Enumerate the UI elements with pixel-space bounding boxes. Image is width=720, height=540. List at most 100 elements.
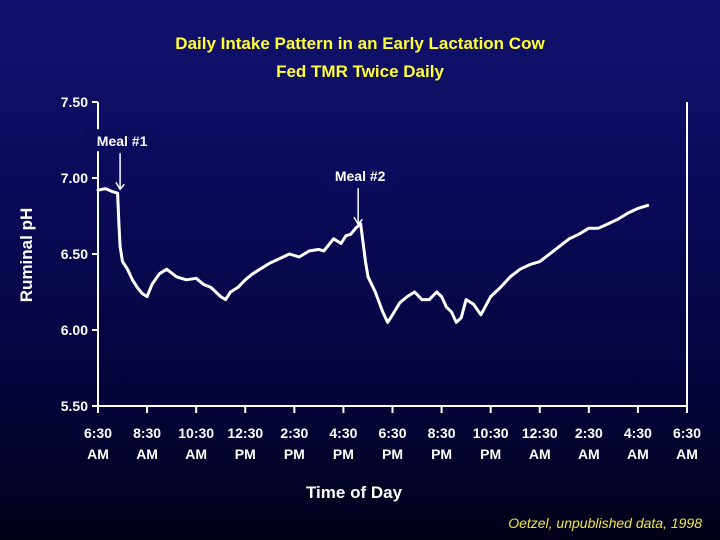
x-tick-label-ampm: PM [431,446,452,462]
data-point [489,295,492,298]
data-point [577,233,581,236]
data-point [96,188,100,192]
data-point [366,275,370,278]
data-point [118,245,122,248]
data-point [406,295,409,298]
data-point [398,301,402,304]
data-point [317,248,321,251]
data-point [229,290,232,294]
data-point [185,278,188,282]
data-point [354,226,357,230]
y-tick-label: 6.00 [61,322,88,338]
axes: 5.50 6.00 6.50 7.00 7.50 6:30 AM 8:30 AM 10:30 AM 1… [61,94,701,462]
data-point [445,306,448,309]
y-tick-label: 6.50 [61,246,88,262]
x-tick-label-time: 2:30 [280,425,308,441]
data-point [104,187,107,190]
data-point [386,321,389,324]
data-point [116,192,119,195]
data-point [349,233,352,236]
data-point [268,261,271,265]
data-point [460,316,463,320]
data-point [636,207,640,210]
data-point [499,286,502,289]
data-point [258,268,262,271]
annotations: Meal #1 Meal #2 [84,129,398,226]
data-point [136,286,139,289]
data-point [214,290,217,294]
annotation-label: Meal #2 [335,168,386,184]
data-point [558,245,561,248]
data-point [374,290,377,294]
x-axis-label: Time of Day [306,483,403,502]
data-point [194,277,198,280]
data-point [126,268,129,271]
x-tick-label-ampm: AM [136,446,158,462]
data-point [518,268,522,271]
data-point [391,313,394,316]
data-point [626,211,630,215]
data-point [440,295,443,298]
x-tick-label-ampm: PM [235,446,256,462]
x-tick-label-ampm: PM [382,446,403,462]
x-tick-label-time: 4:30 [624,425,652,441]
y-tick-label: 7.50 [61,94,88,110]
annotation-arrowhead [115,181,125,191]
data-point [364,260,367,263]
data-point [307,249,311,253]
data-point [322,249,325,253]
x-tick-label-ampm: PM [480,446,501,462]
x-tick-label-ampm: AM [578,446,600,462]
data-point [244,278,247,282]
x-tick-label-time: 10:30 [473,425,509,441]
data-point [509,275,512,278]
data-point [435,290,438,294]
data-point [158,272,161,275]
x-tick-label-time: 8:30 [428,425,456,441]
data-point [587,226,591,230]
data-point [464,298,468,301]
x-tick-label-ampm: AM [627,446,649,462]
data-point [472,302,475,306]
x-tick-label-time: 12:30 [522,425,558,441]
data-point [251,272,254,275]
x-tick-label-ampm: PM [333,446,354,462]
x-tick-label-time: 6:30 [673,425,701,441]
x-tick-label-time: 4:30 [329,425,357,441]
data-point [165,268,168,271]
data-point [479,313,483,316]
data-point [339,242,343,245]
data-point [288,252,291,256]
data-point [617,217,620,221]
x-tick-label-ampm: AM [185,446,207,462]
data-point [381,310,384,313]
annotation-box [84,129,160,152]
x-tick-label-ampm: PM [284,446,305,462]
data-point [528,263,532,266]
data-point [298,255,301,259]
x-tick-label-time: 6:30 [378,425,406,441]
data-point [224,298,227,301]
x-tick-label-ampm: AM [87,446,109,462]
data-point [236,286,240,289]
data-point [568,237,571,240]
x-tick-label-time: 2:30 [575,425,603,441]
data-point [121,260,124,263]
x-tick-label-time: 10:30 [178,425,214,441]
data-point [131,278,134,282]
series-line-0 [96,187,650,324]
data-point [278,257,281,260]
data-point [175,275,178,278]
series-group [96,187,650,324]
data-point [219,295,222,298]
annotation-label: Meal #1 [97,133,148,149]
data-point [209,286,213,289]
data-point [428,298,431,301]
x-tick-label-ampm: AM [676,446,698,462]
data-point [202,283,205,286]
y-tick-label: 7.00 [61,170,88,186]
data-point [150,283,154,286]
data-point [140,292,144,295]
data-point [145,295,149,298]
